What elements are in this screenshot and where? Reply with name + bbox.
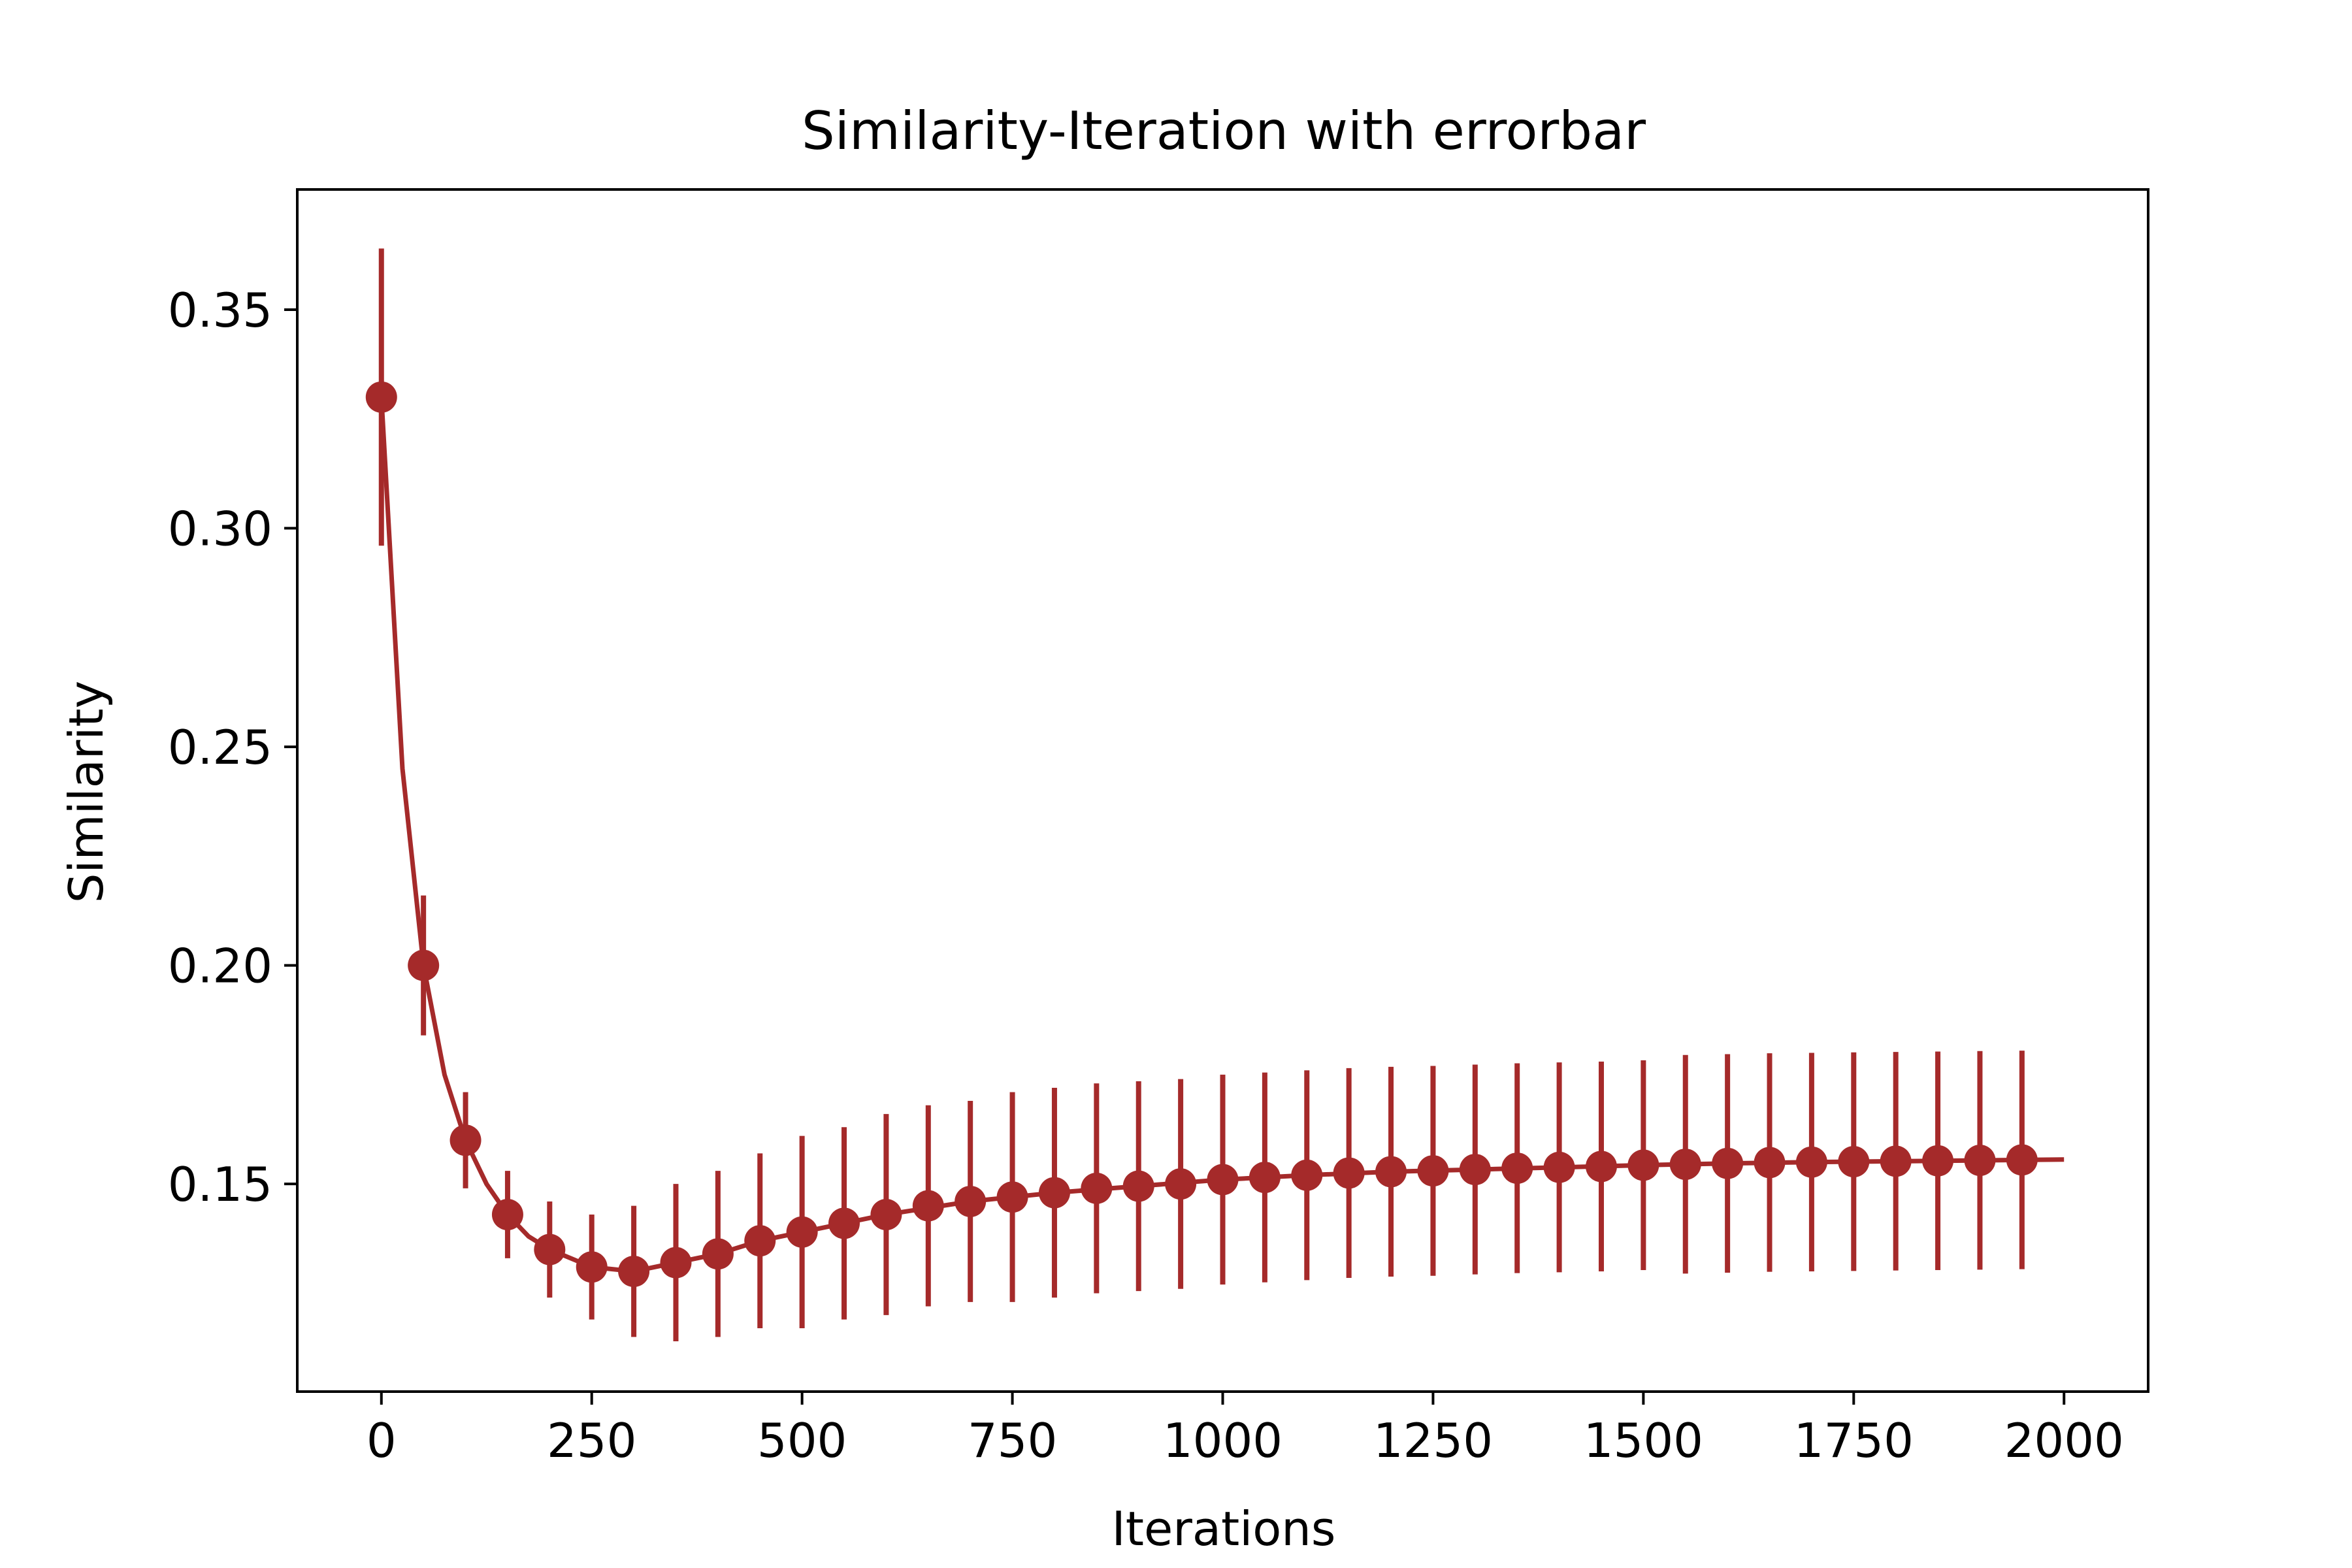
data-point [491, 1199, 523, 1231]
data-point [1838, 1146, 1870, 1178]
x-tick-label: 1250 [1373, 1413, 1493, 1468]
data-point [1249, 1162, 1281, 1194]
chart-title: Similarity-Iteration with errorbar [802, 101, 1646, 161]
data-point [702, 1238, 734, 1270]
data-point [1038, 1177, 1070, 1209]
x-axis-label: Iterations [1112, 1501, 1336, 1556]
data-point [1795, 1146, 1827, 1178]
data-point [1543, 1151, 1575, 1183]
data-point [1501, 1152, 1533, 1184]
data-point [576, 1251, 608, 1283]
data-point [1880, 1145, 1912, 1177]
data-point [1375, 1156, 1407, 1188]
data-point [870, 1199, 902, 1231]
data-point [1754, 1147, 1786, 1179]
y-tick-label: 0.30 [168, 502, 272, 557]
data-point [1417, 1155, 1449, 1187]
data-point [1964, 1145, 1996, 1177]
x-axis: 0 250 500 750 1000 1250 1500 1750 2000 [367, 1392, 2124, 1468]
data-point [912, 1190, 944, 1222]
x-tick-label: 1000 [1163, 1413, 1282, 1468]
data-point [1585, 1151, 1617, 1183]
data-point [1669, 1149, 1701, 1181]
data-point [1712, 1147, 1744, 1179]
data-point [408, 949, 440, 981]
data-point [660, 1247, 692, 1279]
y-axis: 0.15 0.20 0.25 0.30 0.35 [168, 283, 297, 1212]
plot-area [365, 248, 2065, 1342]
data-point [365, 381, 397, 413]
data-point [534, 1233, 566, 1266]
data-point [996, 1181, 1028, 1213]
x-tick-label: 750 [968, 1413, 1057, 1468]
data-point [1459, 1154, 1491, 1186]
data-point [828, 1207, 860, 1239]
data-point [955, 1185, 987, 1217]
data-point [1627, 1149, 1659, 1181]
y-axis-label: Similarity [59, 681, 114, 903]
data-point [1207, 1164, 1239, 1196]
data-point [1291, 1159, 1323, 1191]
data-point [449, 1124, 482, 1156]
x-tick-label: 1750 [1794, 1413, 1914, 1468]
data-point [1165, 1168, 1197, 1200]
data-point [1122, 1170, 1154, 1202]
data-point [1333, 1157, 1365, 1189]
data-point [1922, 1145, 1954, 1177]
data-point [618, 1256, 650, 1287]
data-point [744, 1225, 776, 1257]
y-tick-label: 0.15 [168, 1157, 272, 1212]
x-tick-label: 2000 [2004, 1413, 2124, 1468]
y-tick-label: 0.25 [168, 720, 272, 775]
y-tick-label: 0.20 [168, 939, 272, 994]
y-tick-label: 0.35 [168, 283, 272, 338]
x-tick-label: 1500 [1584, 1413, 1703, 1468]
data-point [2006, 1144, 2038, 1176]
data-point [786, 1216, 818, 1248]
data-point [1081, 1172, 1113, 1204]
x-tick-label: 0 [367, 1413, 397, 1468]
x-tick-label: 500 [757, 1413, 847, 1468]
x-tick-label: 250 [547, 1413, 636, 1468]
